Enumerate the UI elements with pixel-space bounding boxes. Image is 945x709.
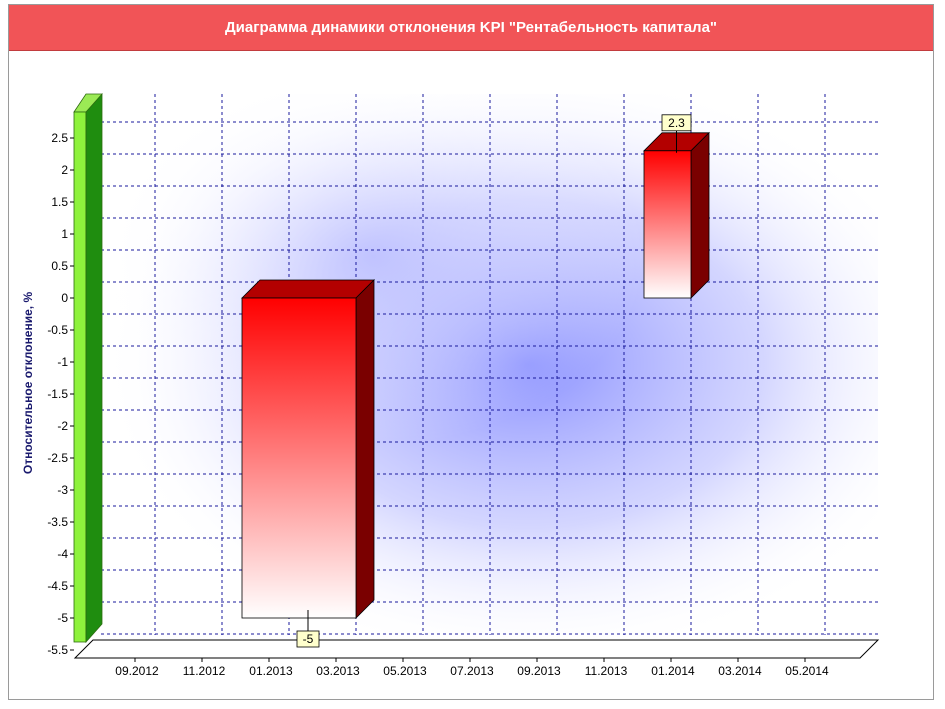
x-tick-label: 11.2012 <box>183 664 226 678</box>
y-tick-label: -5.5 <box>47 643 68 657</box>
y-tick-label: 1.5 <box>51 195 68 209</box>
bar-front-face <box>241 297 357 619</box>
y-axis-wall <box>73 92 103 644</box>
bar-side-face <box>690 131 710 299</box>
x-tick-label: 05.2013 <box>383 664 427 678</box>
bar <box>241 279 375 619</box>
x-tick-label: 09.2012 <box>115 664 159 678</box>
x-axis-ticks: 09.2012 11.2012 01.2013 03.2013 05.2013 07.20… <box>115 658 829 678</box>
chart-title-bar: Диаграмма динамики отклонения KPI "Рента… <box>9 5 933 51</box>
x-tick-label: 01.2014 <box>651 664 695 678</box>
x-tick-label: 03.2014 <box>718 664 762 678</box>
y-tick-label: -2.5 <box>47 451 68 465</box>
bars <box>241 131 710 619</box>
bar <box>643 131 710 299</box>
y-axis-label: Относительное отклонение, % <box>21 292 35 475</box>
y-tick-label: -3 <box>57 483 68 497</box>
y-tick-label: -5 <box>57 611 68 625</box>
data-label-text: -5 <box>303 632 314 646</box>
y-tick-label: 1 <box>61 227 68 241</box>
data-label-box <box>296 630 320 648</box>
y-tick-label: 2.5 <box>51 131 68 145</box>
wall-side <box>85 92 103 644</box>
y-tick-label: 0.5 <box>51 259 68 273</box>
y-tick-label: 2 <box>61 163 68 177</box>
y-tick-label: 0 <box>61 291 68 305</box>
x-tick-label: 07.2013 <box>450 664 494 678</box>
x-tick-label: 09.2013 <box>517 664 561 678</box>
chart-floor <box>73 639 880 659</box>
wall-front <box>73 111 87 643</box>
x-tick-label: 01.2013 <box>249 664 293 678</box>
bar-top-face <box>241 279 375 299</box>
y-tick-label: -4 <box>57 547 68 561</box>
y-tick-label: -1.5 <box>47 387 68 401</box>
chart-title: Диаграмма динамики отклонения KPI "Рента… <box>224 19 718 36</box>
bar-front-face <box>643 150 692 299</box>
y-tick-label: -1 <box>57 355 68 369</box>
y-tick-label: -0.5 <box>47 323 68 337</box>
y-tick-label: -4.5 <box>47 579 68 593</box>
x-tick-label: 05.2014 <box>785 664 829 678</box>
data-labels: -5 2.3 <box>296 114 692 648</box>
x-tick-label: 03.2013 <box>316 664 360 678</box>
y-axis-ticks: 2.5 2 1.5 1 0.5 0 -0.5 -1 -1.5 -2 -2.5 -3 -3.5 -4 -4.5… <box>47 131 74 657</box>
x-tick-label: 11.2013 <box>585 664 628 678</box>
y-tick-label: -2 <box>57 419 68 433</box>
bar-side-face <box>355 279 375 619</box>
data-label-text: 2.3 <box>668 116 685 130</box>
y-tick-label: -3.5 <box>47 515 68 529</box>
data-label-box <box>661 114 692 132</box>
floor-plane <box>73 639 880 659</box>
